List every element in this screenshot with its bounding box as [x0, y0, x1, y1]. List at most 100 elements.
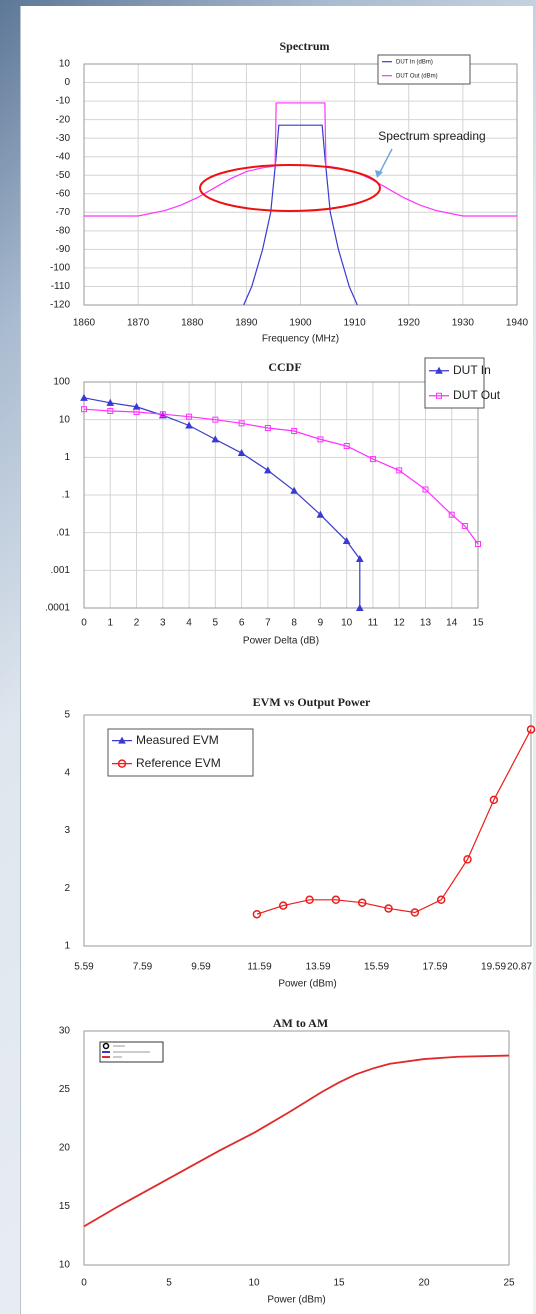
x-tick-label: 20	[418, 1278, 430, 1289]
marker	[264, 466, 272, 474]
marker	[463, 855, 472, 864]
legend-label: Reference EVM	[136, 756, 221, 770]
x-tick-label: 1	[107, 618, 113, 629]
plot-frame	[83, 1030, 510, 1266]
marker	[357, 898, 367, 907]
y-tick-label: -80	[56, 225, 71, 236]
x-tick-label: 13	[420, 618, 432, 629]
legend-label: DUT Out	[453, 388, 501, 402]
marker	[355, 603, 364, 611]
y-tick-label: -40	[56, 151, 71, 162]
y-tick-label: 1	[64, 452, 70, 463]
x-tick-label: 7	[265, 618, 271, 629]
y-tick-label: -60	[56, 188, 71, 199]
marker	[81, 406, 87, 413]
x-axis-label: Power (dBm)	[278, 979, 336, 990]
legend-label: Measured EVM	[136, 733, 219, 747]
y-tick-label: 10	[59, 414, 71, 425]
y-tick-label: -110	[51, 281, 71, 292]
legend-label: DUT In (dBm)	[396, 59, 433, 65]
y-tick-label: 2	[64, 883, 70, 894]
y-tick-label: -120	[50, 300, 70, 311]
marker	[422, 486, 429, 493]
y-tick-label: .001	[51, 565, 71, 576]
series-line	[256, 729, 532, 915]
x-tick-label: 8	[291, 618, 297, 629]
legend-label: DUT In	[453, 363, 491, 377]
x-tick-label: 14	[446, 618, 458, 629]
series-line	[84, 102, 517, 217]
x-tick-label: 1860	[73, 318, 96, 329]
legend-box	[377, 54, 471, 85]
x-tick-label: 5	[213, 618, 219, 629]
x-tick-label: 25	[503, 1278, 515, 1289]
marker	[369, 456, 376, 463]
x-tick-label: 9.59	[191, 962, 211, 973]
annotation-ellipse	[199, 164, 381, 212]
x-tick-label: 10	[248, 1278, 260, 1289]
y-tick-label: 3	[64, 825, 70, 836]
am-legend	[99, 1041, 164, 1063]
x-tick-label: 13.59	[306, 962, 331, 973]
y-tick-label: -10	[56, 96, 71, 107]
x-tick-label: 5	[166, 1278, 172, 1289]
chart-title: CCDF	[268, 360, 301, 374]
x-tick-label: 0	[81, 618, 87, 629]
x-tick-label: 6	[239, 618, 245, 629]
x-tick-label: 5.59	[74, 962, 94, 973]
x-tick-label: 9	[318, 618, 324, 629]
marker	[317, 436, 324, 443]
x-tick-label: 15.59	[364, 962, 389, 973]
x-tick-label: 1880	[181, 318, 204, 329]
y-tick-label: -50	[56, 170, 71, 181]
y-tick-label: -100	[50, 263, 70, 274]
marker	[355, 554, 364, 562]
y-tick-label: -90	[56, 244, 71, 255]
marker	[264, 425, 271, 432]
x-tick-label: 1930	[452, 318, 475, 329]
legend-box	[107, 728, 254, 777]
x-tick-label: 4	[186, 618, 192, 629]
y-tick-label: 4	[64, 767, 70, 778]
marker	[331, 895, 341, 905]
marker	[186, 413, 193, 420]
panel	[20, 6, 533, 1314]
x-axis-label: Power Delta (dB)	[243, 636, 319, 647]
legend-marker	[118, 736, 126, 744]
marker	[290, 486, 298, 494]
series-line	[83, 397, 361, 608]
x-tick-label: 3	[160, 618, 166, 629]
x-tick-label: 1920	[398, 318, 421, 329]
y-tick-label: .01	[56, 527, 70, 538]
y-tick-label: 20	[59, 1143, 71, 1154]
annotation-text: Spectrum spreading	[378, 129, 485, 143]
x-tick-label: 12	[394, 618, 406, 629]
x-tick-label: 0	[81, 1278, 87, 1289]
series-line	[243, 124, 358, 306]
marker	[238, 420, 245, 427]
marker	[396, 467, 403, 474]
y-tick-label: 10	[59, 59, 71, 70]
y-tick-label: 100	[53, 377, 70, 388]
marker	[107, 407, 114, 414]
y-tick-label: 5	[64, 710, 70, 721]
series-line	[83, 1054, 510, 1228]
marker	[342, 536, 351, 545]
y-tick-label: -30	[56, 133, 71, 144]
marker	[384, 904, 393, 913]
marker	[237, 448, 246, 457]
legend-marker	[436, 392, 442, 399]
x-tick-label: 19.59	[481, 962, 506, 973]
plot-frame	[83, 714, 532, 947]
chart-title: EVM vs Output Power	[253, 695, 371, 709]
legend-swatch	[102, 1042, 110, 1050]
y-tick-label: -70	[56, 207, 71, 218]
marker	[106, 398, 115, 406]
y-tick-label: 30	[59, 1026, 71, 1037]
x-tick-label: 1910	[344, 318, 367, 329]
marker	[133, 408, 140, 415]
marker	[461, 523, 468, 530]
marker	[211, 435, 220, 443]
marker	[526, 725, 536, 734]
